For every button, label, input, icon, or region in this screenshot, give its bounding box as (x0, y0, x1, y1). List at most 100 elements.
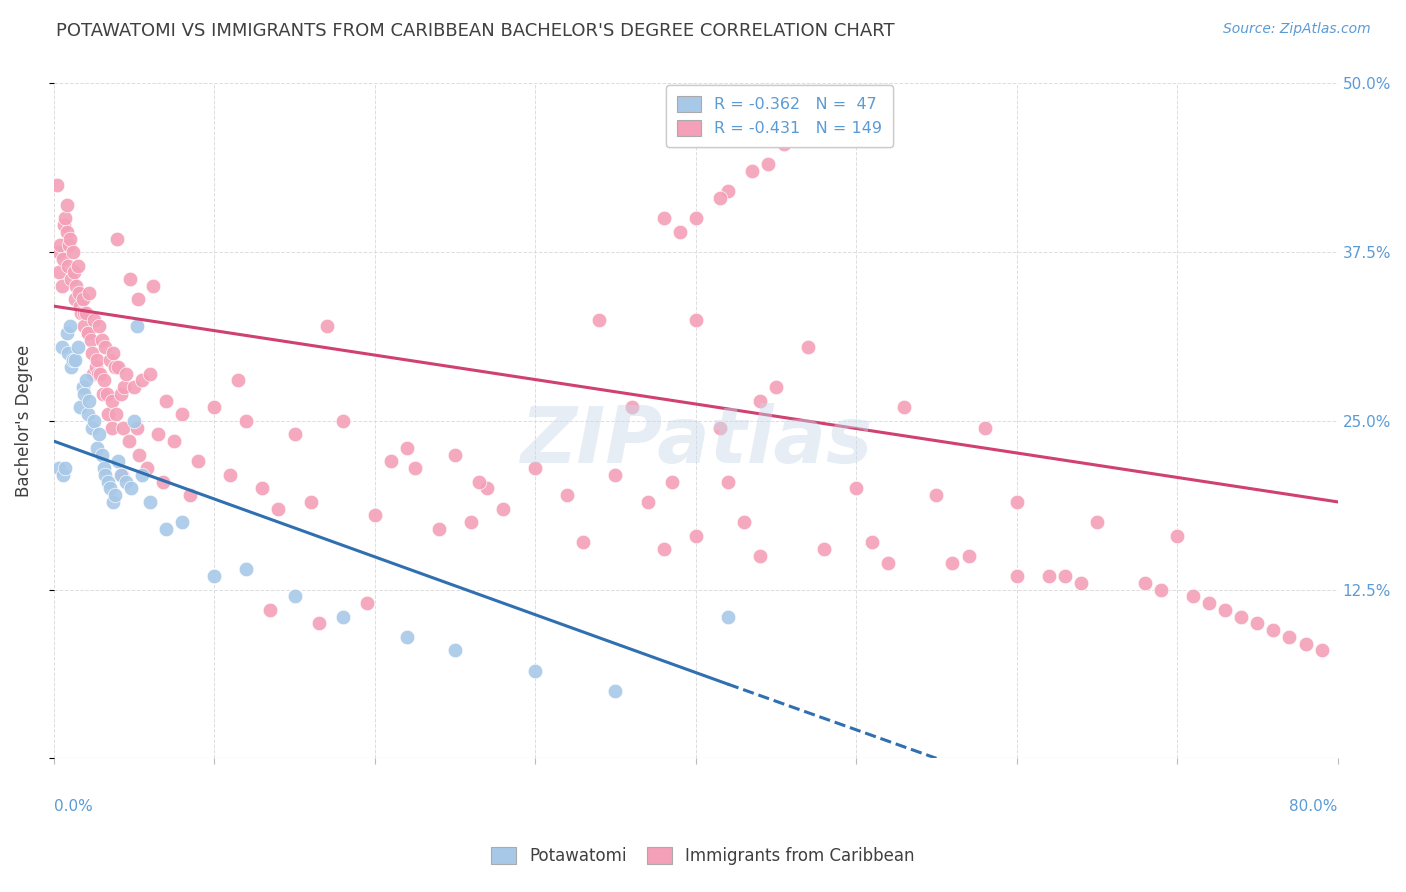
Point (444, 448, 467, 462)
Point (66, 340, 89, 354)
Point (1246, 616, 1268, 631)
Point (797, 117, 820, 131)
Point (122, 380, 145, 394)
Point (53, 461, 76, 475)
Point (76, 326, 98, 340)
Point (52, 467, 75, 482)
Point (620, 401, 643, 415)
Point (893, 401, 915, 415)
Point (66, 259, 89, 273)
Point (58, 238, 80, 252)
Point (717, 475, 740, 489)
Point (427, 522, 450, 536)
Point (53, 218, 76, 232)
Point (97, 475, 120, 489)
Point (77, 393, 100, 408)
Point (127, 319, 149, 334)
Point (1263, 623, 1285, 637)
Point (55, 225, 77, 239)
Point (973, 420, 995, 434)
Point (709, 191, 731, 205)
Point (1150, 582, 1173, 597)
Point (62, 353, 84, 368)
Point (773, 137, 796, 152)
Point (475, 482, 498, 496)
Point (797, 340, 820, 354)
Point (118, 434, 141, 449)
Point (364, 508, 387, 523)
Point (51, 279, 73, 293)
Point (395, 441, 418, 455)
Point (1005, 495, 1028, 509)
Point (89, 367, 111, 381)
Point (187, 454, 209, 468)
Point (48, 245, 70, 260)
Point (925, 488, 948, 502)
Point (172, 407, 194, 421)
Point (122, 414, 145, 428)
Point (1182, 590, 1205, 604)
Y-axis label: Bachelor's Degree: Bachelor's Degree (15, 345, 32, 497)
Point (107, 454, 129, 468)
Point (83, 312, 105, 326)
Point (135, 461, 157, 475)
Point (120, 272, 142, 286)
Point (492, 501, 515, 516)
Point (94, 467, 117, 482)
Point (86, 353, 108, 368)
Point (957, 549, 980, 563)
Point (524, 664, 547, 678)
Point (98, 482, 121, 496)
Point (668, 225, 690, 239)
Point (252, 482, 274, 496)
Point (48, 265, 70, 279)
Point (115, 475, 138, 489)
Point (315, 319, 337, 334)
Point (460, 515, 482, 529)
Point (91, 448, 114, 462)
Point (235, 562, 257, 576)
Point (72, 380, 94, 394)
Point (62, 245, 84, 260)
Point (131, 467, 153, 482)
Point (685, 528, 707, 542)
Point (111, 420, 134, 434)
Point (605, 467, 627, 482)
Legend: Potawatomi, Immigrants from Caribbean: Potawatomi, Immigrants from Caribbean (481, 837, 925, 875)
Point (1005, 569, 1028, 583)
Point (1310, 643, 1333, 657)
Point (155, 522, 177, 536)
Point (813, 542, 835, 557)
Point (80, 333, 103, 347)
Point (652, 211, 675, 226)
Point (83, 414, 105, 428)
Point (84, 359, 107, 374)
Point (299, 495, 322, 509)
Point (75, 306, 97, 320)
Point (59, 232, 82, 246)
Point (1085, 515, 1108, 529)
Point (845, 482, 868, 496)
Point (1198, 596, 1220, 610)
Point (87, 427, 110, 442)
Point (709, 420, 731, 434)
Point (58, 346, 80, 360)
Point (605, 684, 627, 698)
Point (1133, 575, 1156, 590)
Point (1070, 575, 1092, 590)
Point (72, 293, 94, 307)
Point (49, 238, 72, 252)
Point (228, 373, 250, 387)
Point (58, 259, 80, 273)
Point (139, 495, 162, 509)
Point (163, 434, 186, 449)
Point (101, 393, 124, 408)
Point (202, 401, 225, 415)
Point (75, 373, 97, 387)
Point (588, 312, 610, 326)
Point (93, 373, 115, 387)
Point (100, 420, 122, 434)
Point (115, 367, 138, 381)
Point (110, 467, 132, 482)
Point (1053, 569, 1076, 583)
